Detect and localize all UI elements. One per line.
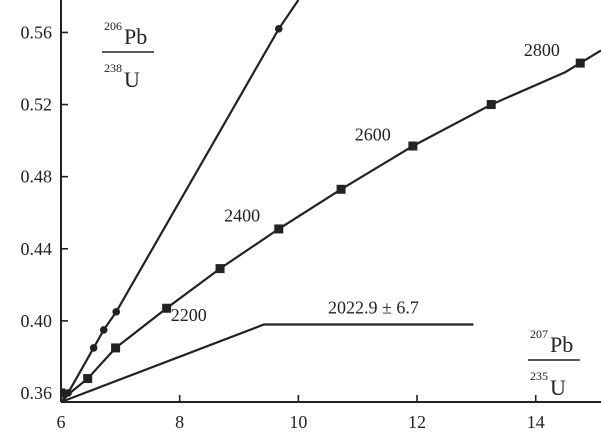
age-annotation: 2022.9 ± 6.7 <box>328 298 419 318</box>
y-tick-label: 0.56 <box>21 22 53 42</box>
series-line-3 <box>61 323 474 402</box>
series-group <box>61 0 601 402</box>
y-tick-label: 0.40 <box>21 311 53 331</box>
x-tick-label: 14 <box>527 412 545 432</box>
square-point <box>162 303 172 313</box>
x-axis-label-den-sup: 235 <box>530 369 548 383</box>
x-tick-label: 8 <box>175 412 184 432</box>
square-point <box>83 374 93 384</box>
circle-point <box>89 344 98 352</box>
age-annotation: 2200 <box>171 305 207 325</box>
square-point <box>215 264 225 274</box>
x-tick-label: 10 <box>289 412 307 432</box>
x-tick-label: 12 <box>408 412 426 432</box>
y-tick-label: 0.48 <box>21 167 53 187</box>
age-annotation: 2800 <box>524 40 560 60</box>
circle-point <box>274 25 283 33</box>
x-axis-label-num-sup: 207 <box>530 327 548 341</box>
square-point <box>336 184 346 194</box>
square-point <box>575 58 585 68</box>
square-point <box>486 100 496 110</box>
axes: 6 8 10 12 14 0.36 0.40 0.44 0.48 0.52 0.56 <box>21 0 601 432</box>
y-tick-label: 0.52 <box>21 95 53 115</box>
series-line-2 <box>61 49 601 402</box>
x-axis-label-den-main: U <box>550 375 566 400</box>
y-axis-label-num-sup: 206 <box>104 19 122 33</box>
square-point <box>61 388 66 398</box>
circle-point <box>99 326 108 334</box>
x-tick-label: 6 <box>57 412 66 432</box>
y-axis-label-den-main: U <box>124 67 140 92</box>
square-point <box>408 141 418 151</box>
y-axis-label-den-sup: 238 <box>104 61 122 75</box>
y-tick-label: 0.44 <box>21 239 53 259</box>
square-point <box>111 343 121 353</box>
age-annotation: 2600 <box>355 125 391 145</box>
x-axis-label-num-main: Pb <box>550 332 573 357</box>
circle-point <box>112 308 120 316</box>
circle-point <box>64 389 72 397</box>
square-point <box>274 224 284 234</box>
y-axis-label-num-main: Pb <box>124 24 147 49</box>
age-annotation: 2400 <box>224 206 260 226</box>
y-tick-label: 0.36 <box>21 383 53 403</box>
series-line-1 <box>61 0 300 402</box>
